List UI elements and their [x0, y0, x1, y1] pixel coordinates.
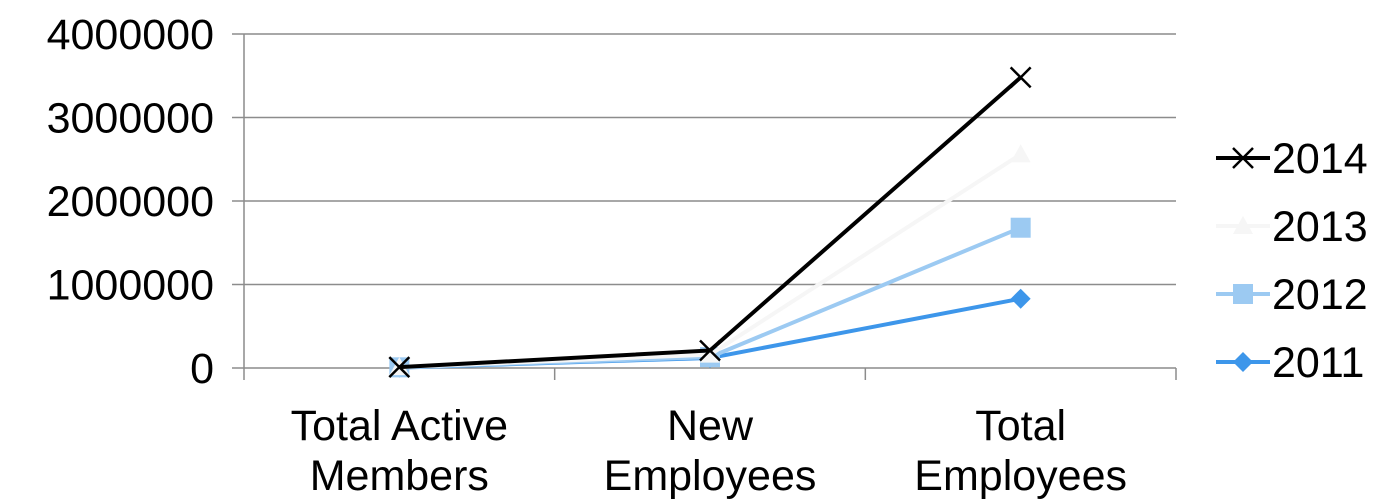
point-marker [1010, 144, 1031, 163]
legend-item: 2011 [1216, 339, 1364, 387]
legend-item: 2012 [1216, 271, 1368, 319]
series-2014 [388, 66, 1032, 379]
point-marker [1232, 147, 1254, 169]
x-category-label: Employees [914, 452, 1127, 500]
point-marker [1010, 288, 1031, 309]
y-tick-label: 2000000 [47, 178, 214, 226]
legend-label: 2014 [1272, 135, 1368, 183]
y-tick-label: 1000000 [47, 262, 214, 310]
point-marker [699, 339, 721, 362]
marker-stroke [1009, 66, 1032, 89]
point-marker [1233, 216, 1253, 234]
legend-item: 2013 [1216, 203, 1368, 251]
axes [232, 33, 1177, 380]
point-marker [1010, 217, 1031, 238]
y-tick-label: 0 [190, 345, 214, 393]
y-tick-label: 4000000 [47, 11, 214, 59]
y-axis-tick-labels: 0 1000000 2000000 3000000 4000000 [47, 11, 214, 393]
y-tick-label: 3000000 [47, 95, 214, 143]
legend-item: 2014 [1216, 135, 1368, 183]
point-marker [700, 344, 720, 363]
x-category-label: Members [310, 452, 489, 500]
series-2013 [389, 144, 1031, 376]
series-layer [388, 66, 1032, 379]
marker-stroke [1232, 147, 1254, 169]
legend-label: 2013 [1272, 203, 1368, 251]
series-line [399, 152, 1022, 370]
x-category-label: Total [975, 402, 1066, 450]
legend: 2014 2013 2012 2011 [1216, 135, 1368, 387]
marker-stroke [388, 356, 411, 379]
x-category-label: Employees [604, 452, 817, 500]
point-marker [1233, 352, 1253, 372]
point-marker [388, 356, 411, 379]
x-axis-category-labels: Total ActiveMembersNewEmployeesTotalEmpl… [291, 402, 1127, 500]
marker-stroke [699, 339, 721, 362]
legend-label: 2011 [1272, 339, 1364, 387]
legend-label: 2012 [1272, 271, 1368, 319]
point-marker [1233, 284, 1253, 304]
series-line [399, 75, 1022, 370]
x-category-label: Total Active [291, 402, 509, 450]
point-marker [1009, 66, 1032, 89]
gridlines [244, 33, 1176, 286]
x-category-label: New [667, 402, 754, 450]
